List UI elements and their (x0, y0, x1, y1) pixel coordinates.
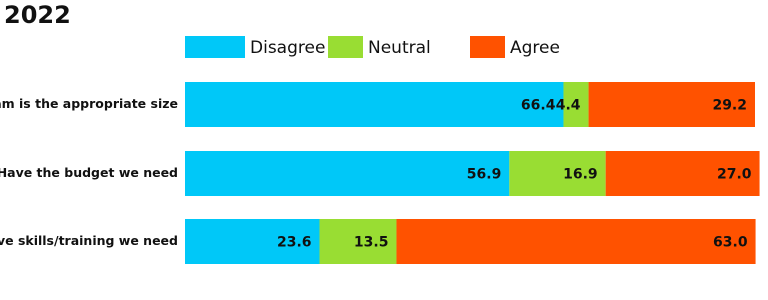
legend-swatch (185, 36, 245, 58)
category-label: Have the budget we need (0, 165, 178, 180)
value-label: 27.0 (717, 167, 752, 183)
value-label: 56.9 (467, 167, 502, 183)
value-label: 4.4 (556, 98, 581, 114)
category-label: Have skills/training we need (0, 233, 178, 248)
value-label: 16.9 (563, 167, 598, 183)
legend-swatch (328, 36, 363, 58)
value-label: 29.2 (712, 98, 747, 114)
bar-segment (396, 219, 756, 264)
value-label: 23.6 (277, 235, 312, 251)
bar-segment (319, 219, 397, 264)
legend-swatch (470, 36, 505, 58)
value-label: 63.0 (713, 235, 748, 251)
bar-segment (509, 151, 606, 196)
bar-segment (588, 82, 755, 127)
bar-segment (185, 151, 510, 196)
bar-segment (185, 82, 564, 127)
category-label: Team is the appropriate size (0, 96, 178, 111)
legend-label: Disagree (250, 38, 325, 58)
bar-segment (185, 219, 320, 264)
bar-segment (605, 151, 760, 196)
bar-segment (563, 82, 589, 127)
legend-label: Agree (510, 38, 560, 58)
value-label: 13.5 (354, 235, 389, 251)
chart-title: 2022 (4, 1, 71, 29)
legend-label: Neutral (368, 38, 431, 58)
value-label: 66.4 (521, 98, 556, 114)
